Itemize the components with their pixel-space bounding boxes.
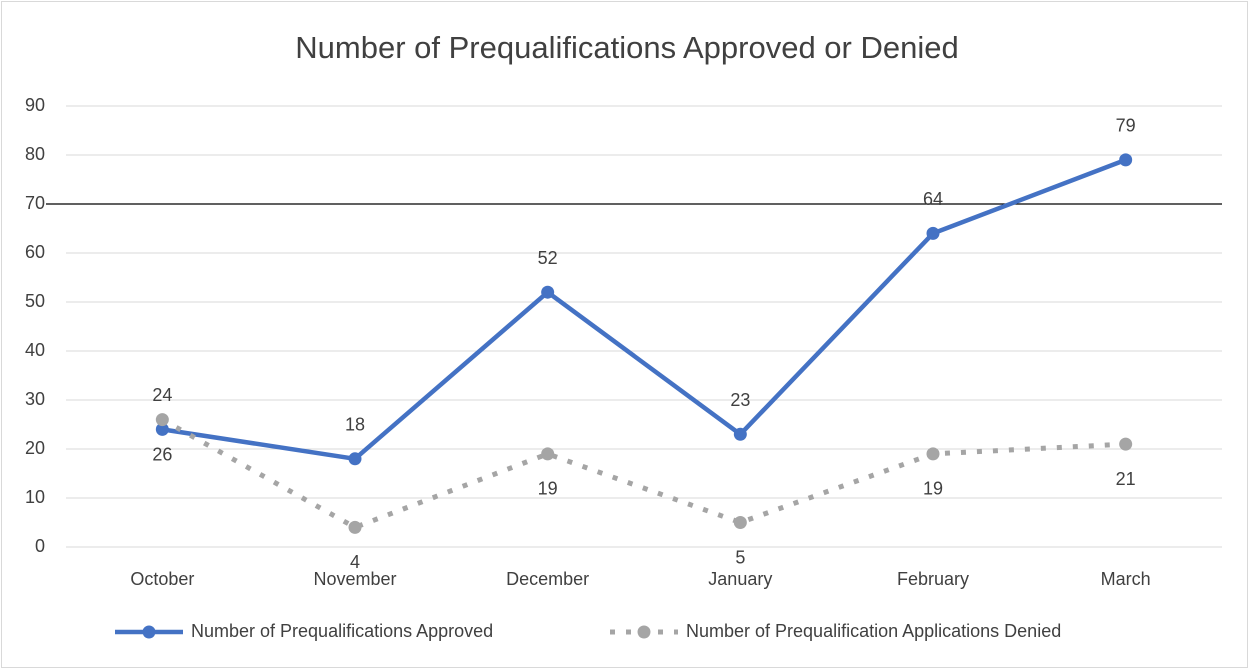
data-point xyxy=(541,447,555,461)
legend-label: Number of Prequalification Applications … xyxy=(686,621,1061,641)
data-point xyxy=(155,422,169,436)
series-line xyxy=(161,417,1126,530)
chart-title: Number of Prequalifications Approved or … xyxy=(295,30,958,65)
data-label: 64 xyxy=(923,189,943,209)
y-tick-label: 0 xyxy=(35,536,45,556)
y-tick-label: 20 xyxy=(25,438,45,458)
data-label: 18 xyxy=(345,415,365,435)
y-tick-label: 70 xyxy=(25,193,45,213)
x-tick-label: October xyxy=(130,569,194,589)
data-label: 23 xyxy=(730,390,750,410)
data-label: 19 xyxy=(538,479,558,499)
data-label: 79 xyxy=(1116,116,1136,136)
y-tick-label: 90 xyxy=(25,95,45,115)
legend-marker xyxy=(637,625,651,639)
data-label: 5 xyxy=(735,547,745,567)
legend-marker xyxy=(142,625,156,639)
data-label: 52 xyxy=(538,248,558,268)
y-tick-label: 40 xyxy=(25,340,45,360)
data-point xyxy=(1119,437,1133,451)
data-point xyxy=(348,452,362,466)
x-tick-label: February xyxy=(897,569,969,589)
y-tick-label: 30 xyxy=(25,389,45,409)
data-label: 21 xyxy=(1116,469,1136,489)
data-point xyxy=(541,285,555,299)
data-point xyxy=(348,520,362,534)
data-point xyxy=(733,516,747,529)
data-label: 4 xyxy=(350,552,360,572)
x-tick-label: January xyxy=(708,569,772,589)
data-point xyxy=(1119,153,1133,167)
data-point xyxy=(733,427,747,441)
data-label: 19 xyxy=(923,479,943,499)
data-label: 24 xyxy=(152,385,172,405)
legend-label: Number of Prequalifications Approved xyxy=(191,621,493,641)
x-tick-label: March xyxy=(1101,569,1151,589)
data-point xyxy=(926,226,940,240)
y-tick-label: 50 xyxy=(25,291,45,311)
data-point xyxy=(926,447,940,461)
y-tick-label: 60 xyxy=(25,242,45,262)
x-tick-label: November xyxy=(313,569,396,589)
x-tick-label: December xyxy=(506,569,589,589)
y-tick-label: 80 xyxy=(25,144,45,164)
data-label: 26 xyxy=(152,444,172,464)
data-point xyxy=(155,413,169,427)
series-line xyxy=(161,157,1127,462)
y-tick-label: 10 xyxy=(25,487,45,507)
